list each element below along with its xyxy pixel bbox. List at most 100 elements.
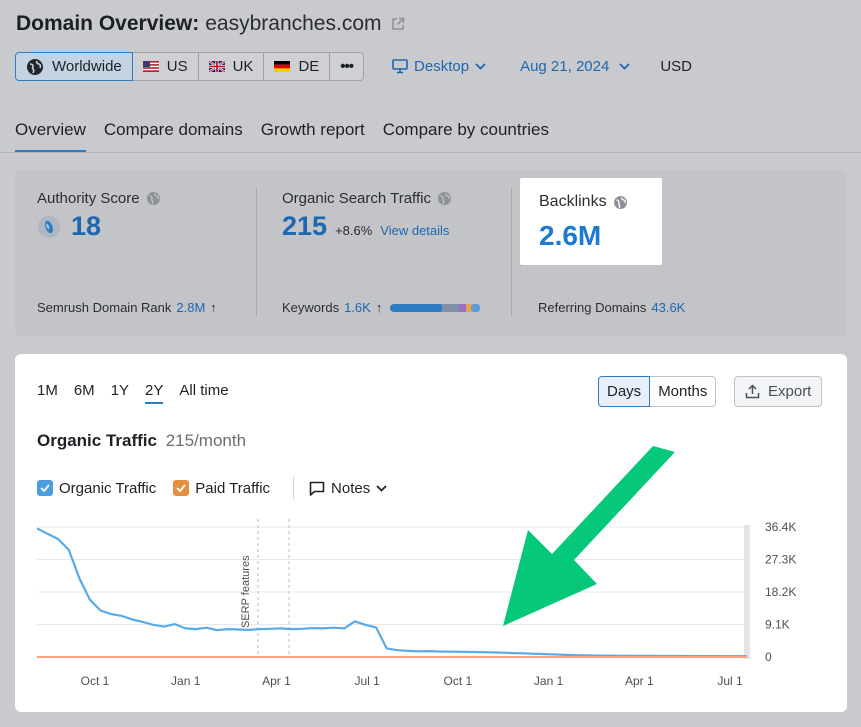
organic-traffic-metric: Organic Search Traffic 215 +8.6% View de… xyxy=(282,170,481,336)
us-button[interactable]: US xyxy=(132,52,199,81)
domain-rank-label: Semrush Domain Rank xyxy=(37,300,172,315)
external-link-icon[interactable] xyxy=(391,17,405,31)
keywords-label: Keywords xyxy=(282,300,340,315)
device-label: Desktop xyxy=(414,58,470,75)
title-label: Domain Overview: xyxy=(16,12,200,35)
tabs-divider xyxy=(0,152,861,153)
arrow-up-icon: ↑ xyxy=(375,300,383,315)
x-tick-label: Jul 1 xyxy=(717,674,743,688)
period-selector: 1M 6M 1Y 2Y All time xyxy=(37,382,229,404)
traffic-chart: 36.4K 27.3K 18.2K 9.1K 0 Oct 1 Jan 1 Apr 1 Jul 1… xyxy=(36,519,796,688)
checkbox-checked-icon[interactable] xyxy=(37,480,53,496)
controls-bar: Worldwide US UK DE xyxy=(15,52,692,81)
days-button[interactable]: Days xyxy=(598,376,651,407)
de-button[interactable]: DE xyxy=(264,52,331,81)
organic-traffic-line xyxy=(36,527,747,658)
domain-rank-value[interactable]: 2.8M xyxy=(176,300,206,315)
traffic-panel: 1M 6M 1Y 2Y All time Days Months Export … xyxy=(15,354,847,712)
export-label: Export xyxy=(768,383,812,400)
monitor-icon xyxy=(392,59,408,74)
legend-paid[interactable]: Paid Traffic xyxy=(173,480,270,497)
worldwide-button[interactable]: Worldwide xyxy=(15,52,133,81)
x-tick-label: Apr 1 xyxy=(262,674,291,688)
authority-score-value[interactable]: 18 xyxy=(71,211,102,241)
x-tick-label: Oct 1 xyxy=(81,674,110,688)
organic-traffic-value[interactable]: 215 xyxy=(282,211,328,241)
referring-domains-row: Referring Domains 43.6K xyxy=(538,300,685,315)
period-1m[interactable]: 1M xyxy=(37,382,58,399)
serp-features-annotation: SERP features xyxy=(240,555,252,628)
view-details-link[interactable]: View details xyxy=(380,223,450,238)
legend-organic[interactable]: Organic Traffic xyxy=(37,480,156,497)
uk-label: UK xyxy=(232,58,254,75)
x-tick-label: Oct 1 xyxy=(444,674,473,688)
legend-divider xyxy=(293,477,295,499)
organic-traffic-title: Organic Traffic 215/month xyxy=(37,431,246,451)
tab-growth-report[interactable]: Growth report xyxy=(260,120,365,139)
period-1y[interactable]: 1Y xyxy=(110,382,130,399)
notes-label: Notes xyxy=(331,479,371,497)
y-tick-label: 0 xyxy=(765,650,772,664)
chevron-down-icon xyxy=(619,63,630,70)
domain-name[interactable]: easybranches.com xyxy=(205,12,382,35)
backlinks-label: Backlinks xyxy=(539,193,607,210)
globe-icon xyxy=(27,58,43,75)
metric-divider xyxy=(511,188,512,316)
keywords-intent-bar[interactable] xyxy=(390,303,481,312)
keywords-value[interactable]: 1.6K xyxy=(344,300,371,315)
referring-domains-value[interactable]: 43.6K xyxy=(651,300,686,315)
us-flag-icon xyxy=(142,61,159,72)
export-button[interactable]: Export xyxy=(734,376,823,407)
metric-divider xyxy=(256,188,257,316)
domain-rank-row: Semrush Domain Rank 2.8M ↑ xyxy=(37,300,217,315)
tab-compare-domains[interactable]: Compare domains xyxy=(103,120,243,139)
globe-icon xyxy=(613,195,627,209)
region-selector: Worldwide US UK DE xyxy=(15,52,365,81)
x-tick-label: Jan 1 xyxy=(534,674,564,688)
chart-legend: Organic Traffic Paid Traffic Notes xyxy=(37,477,397,499)
y-tick-label: 27.3K xyxy=(765,553,796,567)
us-label: US xyxy=(166,58,188,75)
uk-button[interactable]: UK xyxy=(198,52,265,81)
period-6m[interactable]: 6M xyxy=(73,382,95,399)
tab-compare-by-countries[interactable]: Compare by countries xyxy=(382,120,550,139)
authority-score-metric: Authority Score 18 Semrush Domain Rank 2… xyxy=(37,170,217,336)
organic-traffic-label: Organic Search Traffic xyxy=(282,190,431,207)
legend-organic-label: Organic Traffic xyxy=(59,479,157,497)
chart-subtitle: 215/month xyxy=(165,431,247,450)
granularity-toggle: Days Months xyxy=(598,376,717,407)
notes-icon xyxy=(309,481,325,496)
x-tick-label: Jan 1 xyxy=(171,674,201,688)
period-2y[interactable]: 2Y xyxy=(145,382,164,404)
arrow-up-icon: ↑ xyxy=(210,300,217,315)
legend-paid-label: Paid Traffic xyxy=(195,479,271,497)
report-tabs: Overview Compare domains Growth report C… xyxy=(15,120,549,153)
notes-dropdown[interactable]: Notes xyxy=(309,480,387,497)
organic-traffic-change: +8.6% xyxy=(335,223,373,238)
date-dropdown[interactable]: Aug 21, 2024 xyxy=(520,58,630,75)
currency-label: USD xyxy=(660,58,692,75)
more-icon: ••• xyxy=(340,58,354,75)
chevron-down-icon xyxy=(376,484,387,492)
device-dropdown[interactable]: Desktop xyxy=(392,58,486,75)
chart-title: Organic Traffic xyxy=(37,431,157,450)
date-label: Aug 21, 2024 xyxy=(520,58,610,75)
months-button[interactable]: Months xyxy=(650,376,717,407)
uk-flag-icon xyxy=(208,61,225,72)
chart-scroll-handle xyxy=(744,525,750,659)
referring-domains-label: Referring Domains xyxy=(538,300,647,315)
globe-icon xyxy=(437,192,451,205)
x-tick-label: Jul 1 xyxy=(354,674,380,688)
chevron-down-icon xyxy=(475,63,486,70)
de-flag-icon xyxy=(274,61,291,72)
y-tick-label: 18.2K xyxy=(765,585,796,599)
checkbox-checked-icon[interactable] xyxy=(173,480,190,496)
y-tick-label: 36.4K xyxy=(765,520,796,534)
more-regions-button[interactable]: ••• xyxy=(330,52,365,81)
backlinks-value[interactable]: 2.6M xyxy=(539,220,602,251)
worldwide-label: Worldwide xyxy=(52,58,122,75)
tab-overview[interactable]: Overview xyxy=(15,120,86,153)
x-tick-label: Apr 1 xyxy=(625,674,654,688)
backlinks-metric: Backlinks 2.6M xyxy=(520,178,662,265)
period-all-time[interactable]: All time xyxy=(179,382,229,399)
